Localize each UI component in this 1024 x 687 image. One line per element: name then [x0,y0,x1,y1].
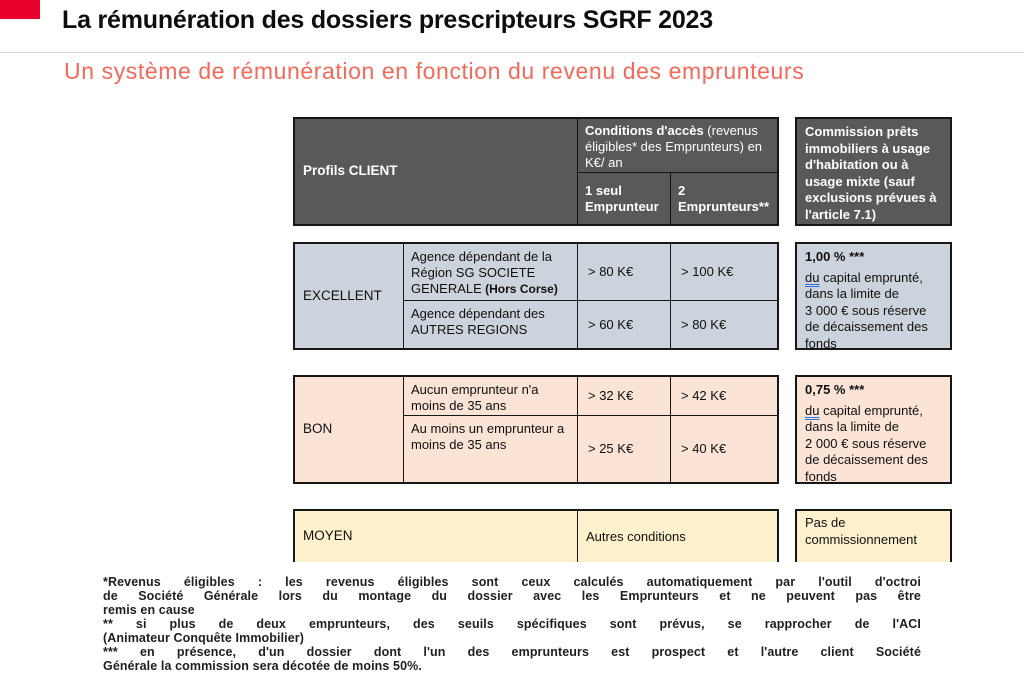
excellent-commission-rate: 1,00 % *** [805,249,865,264]
bon-commission-text-rest: capital emprunté, dans la limite de 2 00… [805,402,928,484]
bon-row1-desc: Aucun emprunteur n'a moins de 35 ans [403,377,577,415]
bon-label: BON [303,421,333,437]
footnote-line: *Revenus éligibles : les revenus éligibl… [103,575,921,589]
bon-commission-text: du capital emprunté, dans la limite de 2… [805,403,942,486]
excellent-row1-desc: Agence dépendant de la Région SG SOCIETE… [403,244,577,300]
row-moyen: MOYEN Autres conditions [293,509,779,562]
header-commission-box: Commission prêts immobiliers à usage d'h… [795,117,952,226]
bon-row1-value-1: > 32 K€ [577,377,670,415]
row-bon: BON Aucun emprunteur n'a moins de 35 ans… [293,375,779,484]
page-title: La rémunération des dossiers prescripteu… [62,6,713,34]
footnotes: *Revenus éligibles : les revenus éligibl… [103,575,921,673]
bon-commission-box: 0,75 % *** du capital emprunté, dans la … [795,375,952,484]
excellent-commission-text-rest: capital emprunté, dans la limite de 3 00… [805,269,928,351]
header-conditions-acces: Conditions d'accès (revenus éligibles* d… [577,119,777,172]
excellent-commission-box: 1,00 % *** du capital emprunté, dans la … [795,242,952,353]
row-excellent: EXCELLENT Agence dépendant de la Région … [293,242,779,350]
excellent-row2-desc: Agence dépendant des AUTRES REGIONS [403,300,577,348]
footnote-line: Générale la commission sera décotée de m… [103,659,422,673]
header-col-1-emprunteur: 1 seul Emprunteur [577,172,670,224]
footnote-line: ** si plus de deux emprunteurs, des seui… [103,617,921,631]
table-header: Profils CLIENT Conditions d'accès (reven… [293,117,779,226]
bon-du-underlined: du [805,402,820,418]
excellent-row2-value-2: > 80 K€ [670,300,777,348]
excellent-row1-desc-text: Agence dépendant de la Région SG SOCIETE… [411,249,552,296]
footnote-line: (Animateur Conquête Immobilier) [103,631,305,645]
excellent-row1-value-2: > 100 K€ [670,244,777,300]
bon-row2-value-1: > 25 K€ [577,415,670,482]
excellent-row1-desc-bold: (Hors Corse) [481,281,558,296]
bon-commission-rate: 0,75 % *** [805,382,865,397]
moyen-label: MOYEN [303,528,353,544]
page-subtitle: Un système de rémunération en fonction d… [64,58,805,84]
moyen-conditions: Autres conditions [577,511,777,562]
excellent-row2-value-1: > 60 K€ [577,300,670,348]
title-divider [0,52,1024,53]
moyen-commission-box: Pas de commissionnement [795,509,952,562]
header-conditions-rest: (revenus éligibles* des Emprunteurs) en … [585,123,763,170]
excellent-label: EXCELLENT [303,287,382,303]
excellent-du-underlined: du [805,269,820,285]
excellent-commission-text: du capital emprunté, dans la limite de 3… [805,270,942,353]
bon-row2-value-2: > 40 K€ [670,415,777,482]
footnote-line: de Société Générale lors du montage du d… [103,589,921,603]
footnote-line: remis en cause [103,603,195,617]
brand-red-rectangle [0,0,40,19]
bon-row2-desc: Au moins un emprunteur a moins de 35 ans [403,415,577,482]
header-col-2-emprunteurs: 2 Emprunteurs** [670,172,777,224]
bon-row1-value-2: > 42 K€ [670,377,777,415]
footnote-line: *** en présence, d'un dossier dont l'un … [103,645,921,659]
excellent-row1-value-1: > 80 K€ [577,244,670,300]
header-conditions-strong: Conditions d'accès [585,123,704,138]
header-profils-client: Profils CLIENT [303,163,398,179]
